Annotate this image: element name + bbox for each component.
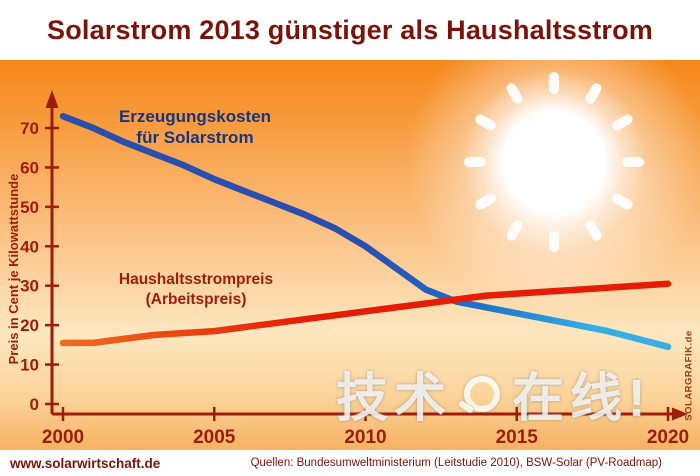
svg-text:70: 70 [20, 119, 39, 138]
svg-text:2015: 2015 [496, 427, 539, 448]
credit-vertical: SOLARGRAFIK.de [683, 330, 695, 421]
title-band: Solarstrom 2013 günstiger als Haushaltss… [0, 0, 700, 60]
svg-text:2005: 2005 [193, 427, 236, 448]
y-axis-title: Preis in Cent je Kilowattstunde [6, 173, 21, 365]
svg-text:10: 10 [20, 356, 39, 375]
svg-text:60: 60 [20, 158, 39, 177]
watermark: 技术 在线! [336, 356, 651, 431]
svg-text:2010: 2010 [344, 427, 386, 448]
svg-text:2000: 2000 [42, 427, 84, 448]
axes [45, 90, 688, 421]
svg-text:20: 20 [20, 316, 39, 335]
chart-area: 0 10 20 30 40 50 60 70 2000 2005 2010 2015 2020 Erze… [0, 60, 700, 450]
series-label-solar: Erzeugungskosten für Solarstrom [118, 107, 272, 148]
sources-text: Quellen: Bundesumweltministerium (Leitst… [250, 457, 662, 469]
sun-icon [462, 70, 646, 254]
solar-line [59, 112, 672, 351]
tick-labels: 0 10 20 30 40 50 60 70 2000 2005 2010 2015 2020 [20, 119, 689, 448]
svg-text:0: 0 [30, 395, 39, 414]
line-chart: 0 10 20 30 40 50 60 70 2000 2005 2010 2015 2020 [20, 90, 689, 448]
website-link: www.solarwirtschaft.de [10, 455, 161, 471]
svg-text:2020: 2020 [647, 427, 689, 448]
footer: www.solarwirtschaft.de Quellen: Bundesum… [0, 450, 700, 476]
svg-text:40: 40 [20, 237, 39, 256]
series-label-household: Haushaltsstrompreis (Arbeitspreis) [118, 271, 274, 309]
household-line [59, 280, 672, 347]
page-title: Solarstrom 2013 günstiger als Haushaltss… [46, 14, 653, 45]
magnifier-icon [464, 375, 501, 412]
watermark-text-right: 在线! [512, 370, 652, 428]
watermark-text-left: 技术 [336, 370, 453, 428]
svg-text:30: 30 [20, 277, 39, 296]
svg-text:50: 50 [20, 198, 39, 217]
